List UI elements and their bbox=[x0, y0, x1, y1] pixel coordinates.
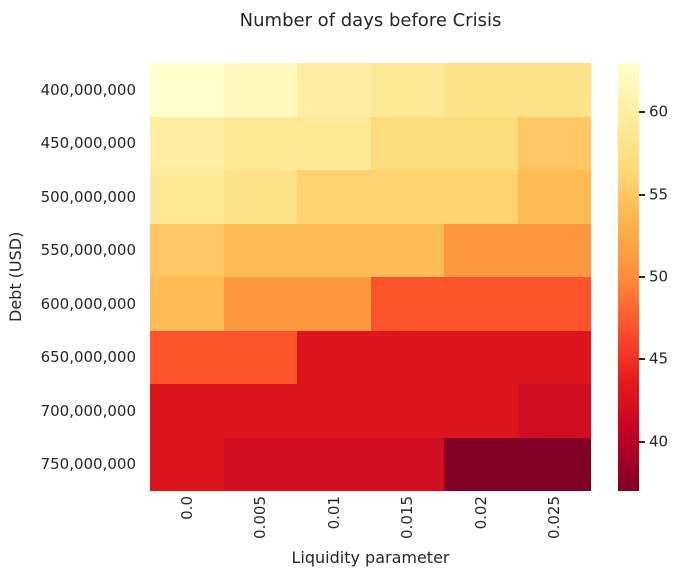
colorbar-tick-label: 55 bbox=[649, 185, 669, 204]
heatmap-cell bbox=[370, 277, 444, 331]
colorbar-tickmark bbox=[639, 276, 645, 278]
colorbar-tick-label: 50 bbox=[649, 267, 669, 286]
heatmap-cell bbox=[297, 384, 371, 438]
heatmap-cell bbox=[297, 277, 371, 331]
y-tick-label: 450,000,000 bbox=[40, 134, 136, 153]
heatmap-cell bbox=[370, 63, 444, 117]
heatmap-cell bbox=[444, 277, 518, 331]
heatmap-cell bbox=[444, 437, 518, 491]
heatmap-cell bbox=[297, 63, 371, 117]
heatmap-cell bbox=[150, 63, 224, 117]
x-tick-label: 0.01 bbox=[297, 496, 371, 552]
x-tick-label-text: 0.01 bbox=[324, 496, 343, 530]
colorbar-tick-label: 60 bbox=[649, 102, 669, 121]
y-tick-label: 650,000,000 bbox=[40, 348, 136, 367]
heatmap-cell bbox=[370, 170, 444, 224]
heatmap-cell bbox=[370, 384, 444, 438]
x-tick-label: 0.0 bbox=[150, 496, 224, 552]
heatmap-cell bbox=[297, 170, 371, 224]
y-tick-label: 550,000,000 bbox=[40, 241, 136, 260]
heatmap-cell bbox=[444, 116, 518, 170]
x-tick-label: 0.015 bbox=[371, 496, 445, 552]
heatmap-cell bbox=[150, 330, 224, 384]
colorbar-tickmark bbox=[639, 358, 645, 361]
heatmap-cell bbox=[223, 116, 297, 170]
heatmap-cell bbox=[444, 384, 518, 438]
heatmap-cell bbox=[444, 63, 518, 117]
heatmap-cell bbox=[370, 116, 444, 170]
x-tick-label-text: 0.025 bbox=[545, 496, 564, 539]
y-tick-labels: 400,000,000 450,000,000 500,000,000 550,000… bbox=[0, 63, 144, 491]
x-tick-label: 0.02 bbox=[444, 496, 518, 552]
heatmap-cell bbox=[223, 384, 297, 438]
colorbar-tickmark bbox=[639, 440, 645, 443]
x-tick-label-text: 0.005 bbox=[251, 496, 270, 539]
heatmap-cell bbox=[517, 384, 591, 438]
heatmap-cell bbox=[223, 223, 297, 277]
heatmap-cell bbox=[223, 170, 297, 224]
heatmap-cell bbox=[517, 116, 591, 170]
x-tick-label-text: 0.015 bbox=[398, 496, 417, 539]
heatmap-cell bbox=[444, 330, 518, 384]
heatmap-cell bbox=[517, 223, 591, 277]
colorbar-tick-label: 40 bbox=[649, 432, 669, 451]
heatmap-cell bbox=[517, 277, 591, 331]
heatmap-cell bbox=[444, 170, 518, 224]
heatmap-cell bbox=[297, 116, 371, 170]
x-tick-label: 0.025 bbox=[518, 496, 592, 552]
heatmap-cell bbox=[223, 63, 297, 117]
y-tick-label: 750,000,000 bbox=[40, 455, 136, 474]
heatmap-cell bbox=[517, 437, 591, 491]
heatmap-cell bbox=[223, 330, 297, 384]
heatmap-cell bbox=[150, 223, 224, 277]
x-tick-labels: 0.0 0.005 0.01 0.015 0.02 0.025 bbox=[150, 496, 591, 552]
heatmap-cell bbox=[370, 223, 444, 277]
heatmap-cell bbox=[517, 63, 591, 117]
colorbar-tick-label: 45 bbox=[649, 349, 669, 368]
heatmap-cell bbox=[370, 437, 444, 491]
heatmap-grid bbox=[150, 63, 591, 491]
y-tick-label: 600,000,000 bbox=[40, 294, 136, 313]
heatmap-cell bbox=[517, 330, 591, 384]
heatmap-cell bbox=[297, 223, 371, 277]
colorbar-tickmark bbox=[639, 193, 645, 196]
heatmap-cell bbox=[297, 330, 371, 384]
heatmap-cell bbox=[150, 277, 224, 331]
heatmap-cell bbox=[150, 116, 224, 170]
y-tick-label: 500,000,000 bbox=[40, 187, 136, 206]
x-tick-label-text: 0.02 bbox=[471, 496, 490, 530]
heatmap-cell bbox=[150, 384, 224, 438]
y-tick-label: 700,000,000 bbox=[40, 401, 136, 420]
x-tick-label-text: 0.0 bbox=[177, 496, 196, 520]
heatmap-cell bbox=[370, 330, 444, 384]
colorbar bbox=[618, 63, 639, 491]
heatmap-cell bbox=[444, 223, 518, 277]
colorbar-tickmark bbox=[639, 111, 645, 114]
heatmap-cell bbox=[223, 277, 297, 331]
x-tick-label: 0.005 bbox=[224, 496, 298, 552]
heatmap-cell bbox=[150, 170, 224, 224]
chart-title: Number of days before Crisis bbox=[239, 10, 502, 31]
heatmap-cell bbox=[150, 437, 224, 491]
x-axis-title: Liquidity parameter bbox=[291, 548, 450, 567]
y-tick-label: 400,000,000 bbox=[40, 80, 136, 99]
heatmap-cell bbox=[297, 437, 371, 491]
heatmap-cell bbox=[223, 437, 297, 491]
heatmap-cell bbox=[517, 170, 591, 224]
